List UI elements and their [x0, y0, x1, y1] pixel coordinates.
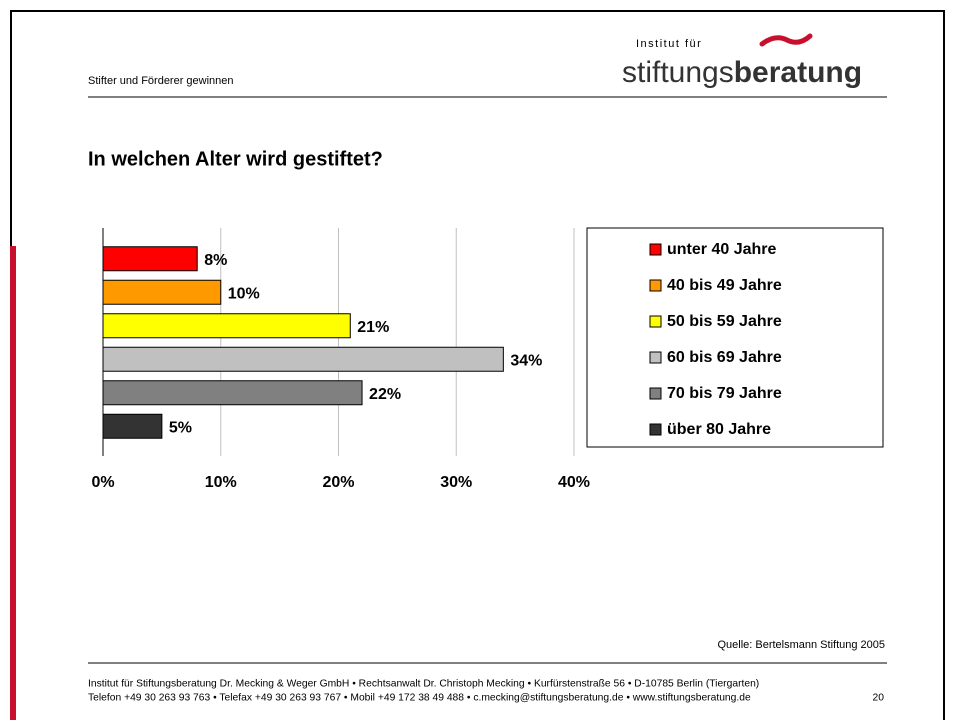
x-tick-label: 0%: [91, 474, 114, 491]
x-tick-label: 20%: [322, 474, 354, 491]
bar: [102, 313, 351, 339]
data-label: 21%: [357, 319, 389, 336]
legend-label: 70 bis 79 Jahre: [667, 385, 782, 402]
legend-label: über 80 Jahre: [667, 421, 771, 438]
legend-label: 60 bis 69 Jahre: [667, 349, 782, 366]
footer-line: Institut für Stiftungsberatung Dr. Mecki…: [88, 679, 759, 690]
data-label: 10%: [228, 285, 260, 302]
bar: [102, 346, 504, 372]
logo-bold: beratung: [734, 56, 862, 89]
logo-light: stiftungs: [622, 56, 734, 89]
logo-small: Institut für: [636, 38, 702, 50]
data-label: 5%: [169, 419, 192, 436]
legend-swatch: [649, 387, 662, 400]
logo-swoosh: [759, 33, 813, 47]
accent-bar: [10, 246, 16, 720]
header-subtitle: Stifter und Förderer gewinnen: [88, 75, 234, 87]
legend-swatch: [649, 243, 662, 256]
data-label: 22%: [369, 386, 401, 403]
legend-label: 50 bis 59 Jahre: [667, 313, 782, 330]
chart-title: In welchen Alter wird gestiftet?: [88, 148, 383, 170]
x-tick-label: 40%: [558, 474, 590, 491]
page-number: 20: [873, 693, 885, 704]
legend-label: 40 bis 49 Jahre: [667, 277, 782, 294]
bar: [102, 246, 198, 272]
bar: [102, 413, 163, 439]
bar: [102, 279, 222, 305]
data-label: 8%: [204, 252, 227, 269]
legend-label: unter 40 Jahre: [667, 241, 776, 258]
x-tick-label: 10%: [205, 474, 237, 491]
source: Quelle: Bertelsmann Stiftung 2005: [717, 639, 885, 651]
data-label: 34%: [510, 352, 542, 369]
legend-swatch: [649, 315, 662, 328]
footer-line: Telefon +49 30 263 93 763 • Telefax +49 …: [88, 693, 751, 704]
legend-swatch: [649, 423, 662, 436]
bar: [102, 380, 363, 406]
legend-box: [586, 227, 884, 448]
legend-swatch: [649, 351, 662, 364]
logo-text: stiftungsberatung: [622, 56, 862, 89]
legend-swatch: [649, 279, 662, 292]
x-tick-label: 30%: [440, 474, 472, 491]
